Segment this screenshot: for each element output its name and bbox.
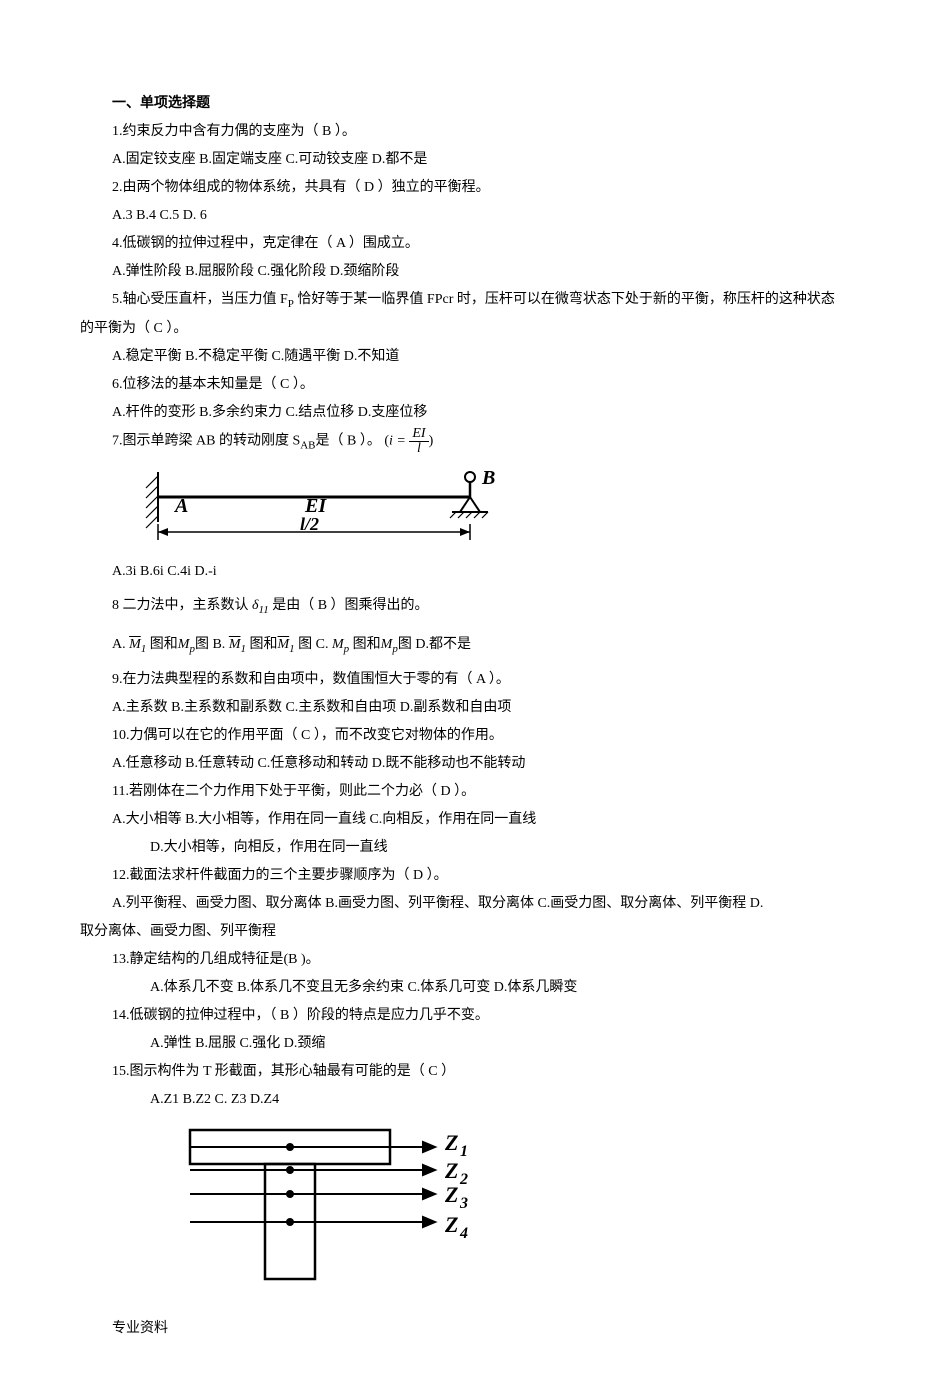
q8-optc: 图 C. xyxy=(295,637,332,652)
q5-opts: A.稳定平衡 B.不稳定平衡 C.随遇平衡 D.不知道 xyxy=(40,343,905,371)
q11-opts: A.大小相等 B.大小相等，作用在同一直线 C.向相反，作用在同一直线 xyxy=(40,806,905,834)
q15-figure: Z1 Z2 Z3 Z4 xyxy=(40,1120,905,1295)
q7-den: l xyxy=(409,442,428,456)
q7-pre: 7.图示单跨梁 AB 的转动刚度 S xyxy=(112,434,300,449)
q8-tuhe-1: 图和 xyxy=(146,637,178,652)
q8-optd: D.都不是 xyxy=(412,637,471,652)
q1-text: 1.约束反力中含有力偶的支座为（ B ）。 xyxy=(40,118,905,146)
fig7-A: A xyxy=(173,495,188,517)
q7-paren-r: ) xyxy=(429,434,434,449)
q7-opts: A.3i B.6i C.4i D.-i xyxy=(40,558,905,586)
svg-text:Z: Z xyxy=(444,1130,458,1155)
q8-tuhe-2: 图和 xyxy=(246,637,278,652)
q8-tu-1: 图 xyxy=(195,637,209,652)
q12-text: 12.截面法求杆件截面力的三个主要步骤顺序为（ D ）。 xyxy=(40,862,905,890)
q8-A-pre: A. xyxy=(112,637,129,652)
q13-text: 13.静定结构的几组成特征是(B )。 xyxy=(40,946,905,974)
q10-text: 10.力偶可以在它的作用平面（ C ），而不改变它对物体的作用。 xyxy=(40,722,905,750)
q8-M1bar-1: M xyxy=(129,637,141,652)
q8-text: 8 二力法中，主系数认 δ11 是由（ B ）图乘得出的。 xyxy=(40,592,905,621)
q5-mid: 恰好等于某一临界值 FPcr 时，压杆可以在微弯状态下处于新的平衡，称压杆的这种… xyxy=(294,292,835,307)
q13-opts: A.体系几不变 B.体系几不变且无多余约束 C.体系几可变 D.体系几瞬变 xyxy=(40,974,905,1002)
q7-text: 7.图示单跨梁 AB 的转动刚度 SAB是（ B ）。 (i = EIl) xyxy=(40,427,905,457)
q6-text: 6.位移法的基本未知量是（ C ）。 xyxy=(40,371,905,399)
q8-opts: A. M1 图和Mp图 B. M1 图和M1 图 C. Mp 图和Mp图 D.都… xyxy=(40,631,905,660)
q7-num: EI xyxy=(409,427,428,442)
q7-frac: EIl xyxy=(409,427,428,456)
q5-line2: 的平衡为（ C ）。 xyxy=(40,315,905,343)
q8-M1bar-2: M xyxy=(229,637,241,652)
q14-opts: A.弹性 B.屈服 C.强化 D.颈缩 xyxy=(40,1030,905,1058)
q4-opts: A.弹性阶段 B.屈服阶段 C.强化阶段 D.颈缩阶段 xyxy=(40,258,905,286)
svg-text:Z: Z xyxy=(444,1182,458,1207)
svg-text:Z: Z xyxy=(444,1158,458,1183)
svg-text:1: 1 xyxy=(460,1143,468,1160)
q8-M1bar-3: M xyxy=(277,637,289,652)
svg-text:2: 2 xyxy=(459,1171,468,1188)
q5-pre: 5.轴心受压直杆，当压力值 F xyxy=(112,292,288,307)
q2-text: 2.由两个物体组成的物体系统，共具有（ D ）独立的平衡程。 xyxy=(40,174,905,202)
q8-gap-1: B. xyxy=(209,637,229,652)
fig7-B: B xyxy=(481,467,495,489)
q7-mid: 是（ B ）。 xyxy=(316,434,381,449)
svg-text:3: 3 xyxy=(459,1195,468,1212)
q7-figure: A B EI l/2 xyxy=(40,462,905,552)
q8-mid: 是由（ B ）图乘得出的。 xyxy=(269,598,429,613)
footer: 专业资料 xyxy=(40,1315,905,1343)
q9-opts: A.主系数 B.主系数和副系数 C.主系数和自由项 D.副系数和自由项 xyxy=(40,694,905,722)
q9-text: 9.在力法典型程的系数和自由项中，数值围恒大于零的有（ A ）。 xyxy=(40,666,905,694)
q15-text: 15.图示构件为 T 形截面，其形心轴最有可能的是（ C ） xyxy=(40,1058,905,1086)
fig7-lhalf: l/2 xyxy=(300,514,319,534)
q8-Mp-2: M xyxy=(332,637,344,652)
q8-tuhe-3: 图和 xyxy=(349,637,381,652)
q14-text: 14.低碳钢的拉伸过程中，（ B ）阶段的特点是应力几乎不变。 xyxy=(40,1002,905,1030)
q8-Mp-1: M xyxy=(178,637,190,652)
q7-eq: = xyxy=(393,434,409,449)
q8-Mp-3: M xyxy=(381,637,393,652)
q11-text: 11.若刚体在二个力作用下处于平衡，则此二个力必（ D ）。 xyxy=(40,778,905,806)
section-title: 一、单项选择题 xyxy=(40,90,905,118)
q8-d11: 11 xyxy=(259,604,269,616)
q6-opts: A.杆件的变形 B.多余约束力 C.结点位移 D.支座位移 xyxy=(40,399,905,427)
q12-opts-l1: A.列平衡程、画受力图、取分离体 B.画受力图、列平衡程、取分离体 C.画受力图… xyxy=(40,890,905,918)
q2-opts: A.3 B.4 C.5 D. 6 xyxy=(40,202,905,230)
q1-opts: A.固定铰支座 B.固定端支座 C.可动铰支座 D.都不是 xyxy=(40,146,905,174)
q7-sub: AB xyxy=(300,439,315,451)
svg-text:Z: Z xyxy=(444,1212,458,1237)
svg-text:4: 4 xyxy=(459,1225,468,1242)
q11-opts2: D.大小相等，向相反，作用在同一直线 xyxy=(40,834,905,862)
q12-opts-l2: 取分离体、画受力图、列平衡程 xyxy=(40,918,905,946)
q5-line1: 5.轴心受压直杆，当压力值 FP 恰好等于某一临界值 FPcr 时，压杆可以在微… xyxy=(40,286,905,315)
q10-opts: A.任意移动 B.任意转动 C.任意移动和转动 D.既不能移动也不能转动 xyxy=(40,750,905,778)
q8-pre: 8 二力法中，主系数认 xyxy=(112,598,252,613)
q15-opts: A.Z1 B.Z2 C. Z3 D.Z4 xyxy=(40,1086,905,1114)
q8-tu-3: 图 xyxy=(398,637,412,652)
q4-text: 4.低碳钢的拉伸过程中，克定律在（ A ）围成立。 xyxy=(40,230,905,258)
